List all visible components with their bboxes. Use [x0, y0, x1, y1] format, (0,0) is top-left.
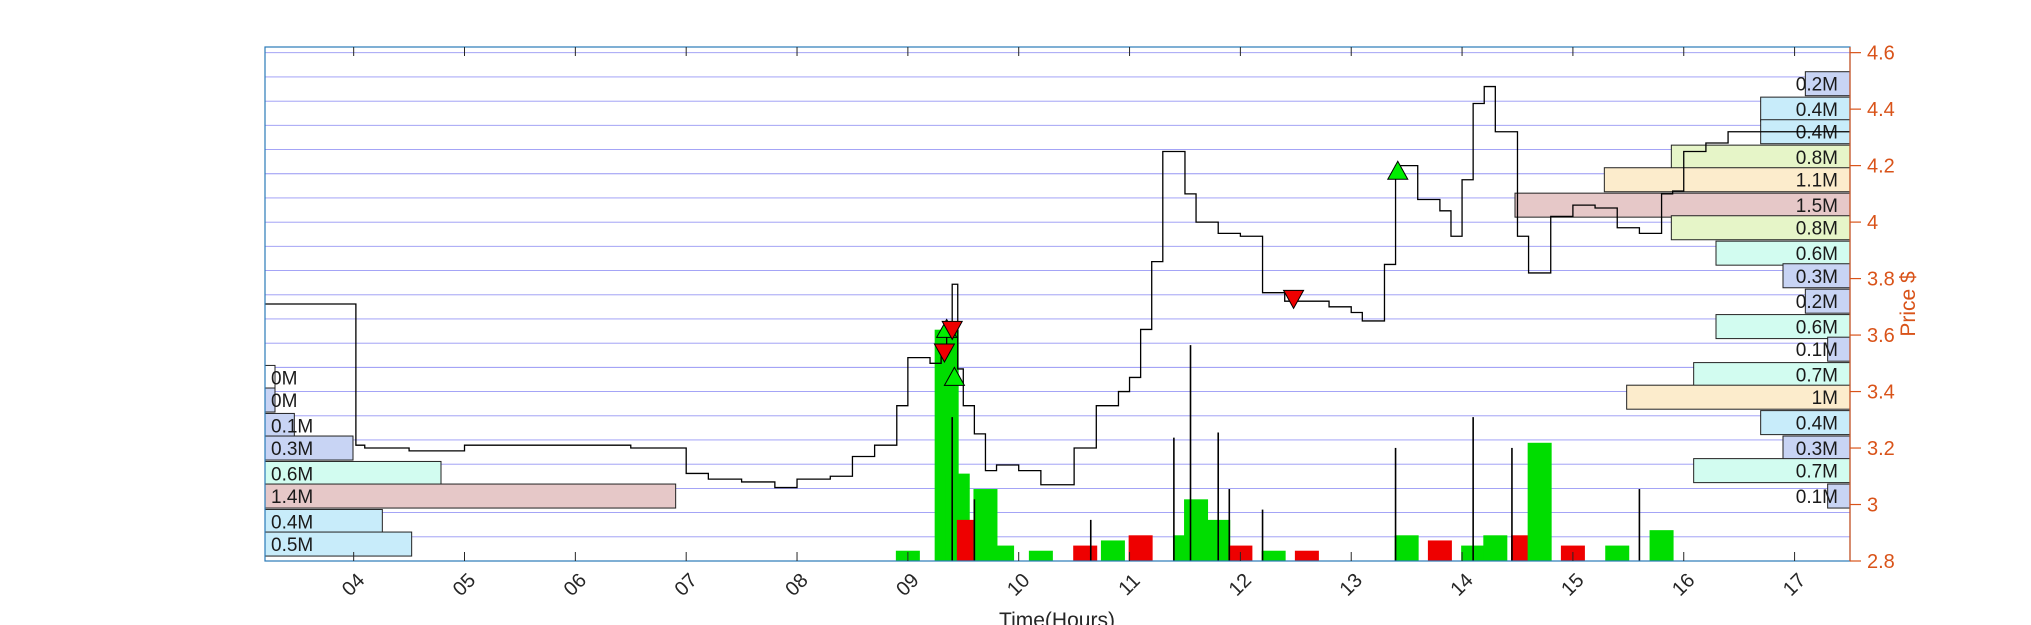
volume-profile-bar: [1715, 240, 1851, 266]
volume-profile-label: 0.8M: [1796, 148, 1838, 169]
y-tick-label: 3.4: [1867, 382, 1895, 404]
volume-bar: [1605, 545, 1630, 561]
y-tick-label: 3.2: [1867, 438, 1895, 460]
volume-profile-label: 0.1M: [1796, 487, 1838, 508]
volume-profile-label: 0M: [271, 368, 297, 389]
x-tick-label: 15: [1557, 569, 1588, 600]
volume-profile-bar: [1804, 288, 1851, 314]
volume-profile-right: 0.2M0.4M0.4M0.8M1.1M1.5M0.8M0.6M0.3M0.2M…: [1514, 71, 1851, 509]
volume-profile-label: 0.1M: [271, 416, 313, 437]
volume-bar: [1394, 535, 1419, 561]
x-tick-label: 06: [560, 569, 591, 600]
y-tick-label: 3.8: [1867, 269, 1895, 291]
x-tick-label: 17: [1779, 569, 1810, 600]
volume-profile-label: 0.8M: [1796, 219, 1838, 240]
price-line: [265, 85, 1850, 489]
volume-bar: [1128, 535, 1153, 561]
volume-profile-label: 1.4M: [271, 487, 313, 508]
sell-marker: [933, 343, 956, 364]
volume-profile-label: 0.3M: [1796, 267, 1838, 288]
x-tick-label: 09: [892, 569, 923, 600]
x-tick-label: 16: [1668, 569, 1699, 600]
x-tick-label: 05: [449, 569, 480, 600]
volume-profile-bar: [1670, 144, 1851, 170]
x-tick-label: 11: [1114, 570, 1144, 600]
volume-profile-label: 0.3M: [271, 439, 313, 460]
plot-background: [265, 47, 1850, 561]
volume-bar: [990, 545, 1015, 561]
volume-profile-label: 0.7M: [1796, 462, 1838, 483]
volume-profile-label: 0.6M: [1796, 318, 1838, 339]
volume-bar: [1527, 442, 1552, 561]
x-axis-label: Time(Hours): [999, 609, 1115, 625]
volume-profile-bar: [1514, 192, 1851, 218]
volume-profile-label: 1.5M: [1796, 196, 1838, 217]
volume-profile-bar: [1603, 167, 1851, 193]
buy-marker: [943, 366, 966, 386]
volume-profile-bar: [1670, 215, 1851, 241]
buy-marker: [1386, 160, 1409, 180]
volume-profile-bar: [264, 483, 677, 509]
volume-profile-bar: [1715, 314, 1851, 340]
sell-marker: [1282, 289, 1305, 310]
y-tick-label: 3: [1867, 495, 1878, 517]
x-tick-label: 14: [1446, 569, 1477, 600]
volume-profile-label: 0.6M: [1796, 244, 1838, 265]
y-tick-label: 3.6: [1867, 325, 1895, 347]
volume-bar: [1100, 540, 1125, 561]
volume-bar: [1028, 550, 1053, 561]
price-series: [265, 85, 1850, 489]
volume-profile-label: 0.4M: [1796, 100, 1838, 121]
volume-profile-label: 0.4M: [1796, 123, 1838, 144]
volume-profile-bar: [1760, 96, 1851, 122]
volume-bar: [1184, 499, 1209, 561]
volume-profile-bar: [1760, 410, 1851, 436]
y-tick-label: 2.8: [1867, 551, 1895, 573]
volume-profile-label: 1.1M: [1796, 171, 1838, 192]
volume-profile-bar: [1693, 458, 1851, 484]
volume-bar: [1483, 535, 1508, 561]
volume-bar: [1294, 550, 1319, 561]
volume-profile-label: 0.3M: [1796, 439, 1838, 460]
x-tick-label: 07: [671, 569, 702, 600]
sell-marker: [941, 320, 964, 341]
x-tick-label: 10: [1003, 569, 1034, 600]
volume-profile-label: 1M: [1812, 388, 1838, 409]
volume-bar: [1261, 550, 1286, 561]
volume-bar: [1073, 545, 1098, 561]
volume-bar: [1649, 530, 1674, 561]
volume-profile-label: 0.7M: [1796, 366, 1838, 387]
y-axis-label: Price $: [1897, 271, 1920, 337]
y-tick-label: 4: [1867, 212, 1878, 234]
x-tick-label: 04: [338, 569, 369, 600]
x-tick-label: 13: [1336, 569, 1367, 600]
volume-profile-label: 0.5M: [271, 535, 313, 556]
volume-profile-label: 0.2M: [1796, 292, 1838, 313]
y-tick-label: 4.6: [1867, 43, 1895, 65]
y-tick-label: 4.2: [1867, 156, 1895, 178]
volume-profile-label: 0.4M: [271, 512, 313, 533]
x-tick-label: 08: [781, 569, 812, 600]
x-tick-label: 12: [1225, 569, 1256, 600]
volume-profile-label: 0.2M: [1796, 75, 1838, 96]
volume-profile-label: 0M: [271, 391, 297, 412]
volume-bar: [1427, 540, 1452, 561]
y-axis-ticks: 2.8 3 3.2 3.4 3.6 3.8 4 4.2 4.4 4.6: [1849, 43, 1895, 573]
grid-lines: [265, 52, 1850, 562]
volume-profile-label: 0.4M: [1796, 414, 1838, 435]
y-tick-label: 4.4: [1867, 99, 1895, 121]
trade-markers: [933, 160, 1409, 386]
volume-profile-label: 0.6M: [271, 464, 313, 485]
volume-profile-label: 0.1M: [1796, 340, 1838, 361]
